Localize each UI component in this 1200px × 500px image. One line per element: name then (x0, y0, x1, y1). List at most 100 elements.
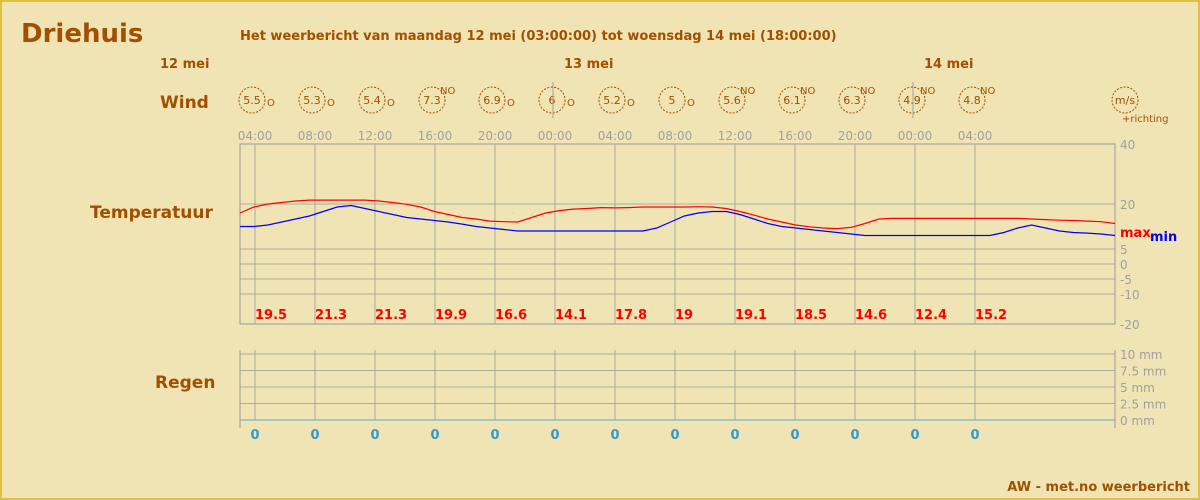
temperature-y-axis: 40 20 50-5-10 -20 (1120, 138, 1140, 332)
rain-value: 0 (910, 428, 919, 443)
time-axis: 04:00 08:00 12:00 16:00 20:00 00:00 04:00 08:00… (238, 82, 993, 143)
rain-values: 0 0 0 0 0 0 0 0 0 0 0 0 0 (250, 428, 979, 443)
rain-grid (239, 350, 1116, 428)
rain-y-axis: 10 mm 7.5 mm 5 mm 2.5 mm 0 mm (1120, 348, 1166, 428)
wind-speed: 5 (669, 94, 676, 107)
rain-value: 0 (790, 428, 799, 443)
temperature-tick-label: -5 (1120, 273, 1132, 287)
rain-value: 0 (670, 428, 679, 443)
rain-value: 0 (850, 428, 859, 443)
rain-value: 0 (250, 428, 259, 443)
temperature-max-value: 14.6 (855, 308, 887, 323)
time-label: 16:00 (418, 129, 453, 143)
wind-speed: 4.9 (903, 94, 921, 107)
wind-speed: 6.3 (843, 94, 861, 107)
wind-speed-circle (298, 86, 326, 114)
wind-direction: O (687, 98, 695, 109)
temperature-max-line (239, 199, 1116, 230)
time-label: 00:00 (538, 129, 573, 143)
wind-speed-circle (658, 86, 686, 114)
wind-unit: m/s (1115, 94, 1135, 107)
day-label: 13 mei (564, 57, 613, 72)
time-label: 20:00 (478, 129, 513, 143)
wind-speed-circle (898, 86, 926, 114)
temperature-max-value: 19.5 (255, 308, 287, 323)
temperature-max-value: 19 (675, 308, 693, 323)
temperature-plot-border (239, 143, 1116, 325)
time-label: 04:00 (238, 129, 273, 143)
rain-value: 0 (730, 428, 739, 443)
source-credit: AW - met.no weerbericht (1007, 480, 1190, 495)
wind-direction: NO (740, 86, 755, 97)
max-legend: max (1120, 226, 1151, 241)
wind-speed: 5.3 (303, 94, 321, 107)
wind-speed: 5.5 (243, 94, 261, 107)
time-label: 20:00 (838, 129, 873, 143)
rain-tick-label: 10 mm (1120, 348, 1162, 362)
location-title: Driehuis (21, 19, 143, 49)
time-label: 12:00 (718, 129, 753, 143)
rain-value: 0 (490, 428, 499, 443)
wind-speed: 6 (549, 94, 556, 107)
temperature-max-value: 15.2 (975, 308, 1007, 323)
wind-direction: O (327, 98, 335, 109)
time-label: 04:00 (958, 129, 993, 143)
temperature-max-value: 14.1 (555, 308, 587, 323)
rain-tick-label: 7.5 mm (1120, 365, 1166, 379)
wind-speed: 4.8 (963, 94, 981, 107)
wind-direction: O (627, 98, 635, 109)
wind-direction: NO (860, 86, 875, 97)
wind-unit-circle (1111, 86, 1139, 114)
temperature-tick-label: 20 (1120, 198, 1135, 212)
wind-direction-note: +richting (1122, 114, 1169, 125)
wind-speed-circle (238, 86, 266, 114)
wind-speed: 5.2 (603, 94, 621, 107)
wind-speed-circle (778, 86, 806, 114)
wind-direction: NO (920, 86, 935, 97)
wind-speed: 6.1 (783, 94, 801, 107)
temperature-max-value: 19.1 (735, 308, 767, 323)
wind-speed-circle (358, 86, 386, 114)
temperature-max-value: 12.4 (915, 308, 947, 323)
temperature-max-value: 16.6 (495, 308, 527, 323)
rain-tick-label: 5 mm (1120, 381, 1155, 395)
wind-speed: 5.4 (363, 94, 381, 107)
temperature-tick-label: 0 (1120, 258, 1128, 272)
wind-direction: NO (440, 86, 455, 97)
day-label: 12 mei (160, 57, 209, 72)
time-label: 12:00 (358, 129, 393, 143)
rain-value: 0 (610, 428, 619, 443)
temperature-max-value: 21.3 (375, 308, 407, 323)
wind-row-label: Wind (160, 93, 209, 113)
wind-direction: O (507, 98, 515, 109)
rain-value: 0 (310, 428, 319, 443)
wind-speed-circle (478, 86, 506, 114)
wind-direction: O (567, 98, 575, 109)
time-label: 08:00 (298, 129, 333, 143)
temperature-min-line (240, 204, 1116, 237)
temperature-max-value: 17.8 (615, 308, 647, 323)
forecast-subtitle: Het weerbericht van maandag 12 mei (03:0… (240, 29, 837, 44)
rain-tick-label: 2.5 mm (1120, 398, 1166, 412)
wind-direction: NO (980, 86, 995, 97)
temperature-grid (239, 143, 1116, 325)
wind-speed: 7.3 (423, 94, 441, 107)
wind-speed: 5.6 (723, 94, 741, 107)
temperature-tick-label: -10 (1120, 288, 1140, 302)
temperature-max-value: 18.5 (795, 308, 827, 323)
rain-row-label: Regen (155, 373, 215, 393)
wind-speed-circle (958, 86, 986, 114)
wind-speed-circle (598, 86, 626, 114)
time-label: 00:00 (898, 129, 933, 143)
wind-speed-circle (838, 86, 866, 114)
temperature-tick-label: -20 (1120, 318, 1140, 332)
wind-speed-circle (418, 86, 446, 114)
rain-value: 0 (430, 428, 439, 443)
rain-value: 0 (970, 428, 979, 443)
day-label: 14 mei (924, 57, 973, 72)
rain-value: 0 (370, 428, 379, 443)
rain-value: 0 (550, 428, 559, 443)
temperature-row-label: Temperatuur (90, 203, 213, 223)
